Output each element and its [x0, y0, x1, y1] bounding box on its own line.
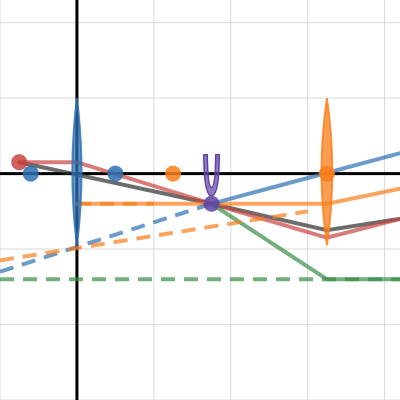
object-point-blue[interactable] [22, 165, 39, 182]
focal-point-blue[interactable] [107, 165, 124, 182]
image-point-purple[interactable] [203, 195, 220, 212]
blue-ray-path[interactable] [209, 151, 400, 206]
purple-u-marker[interactable] [203, 153, 220, 197]
object-point-red[interactable] [11, 154, 28, 171]
lens-point-orange[interactable] [318, 165, 335, 182]
orange-dashed-extension[interactable] [0, 209, 309, 263]
blue-dashed-extension[interactable] [0, 201, 213, 274]
black-ray-path[interactable] [17, 160, 400, 233]
points [11, 154, 335, 212]
focal-point-orange[interactable] [165, 165, 182, 182]
left-lens[interactable] [71, 97, 83, 246]
green-ray-path[interactable] [209, 201, 400, 282]
